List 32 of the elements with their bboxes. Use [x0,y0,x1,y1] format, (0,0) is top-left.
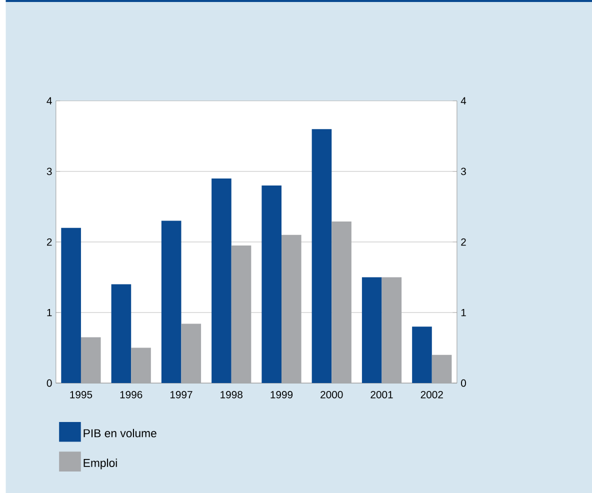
bar [181,324,202,384]
bar [131,348,151,384]
bar [111,284,132,384]
y-tick-label: 2 [46,238,52,246]
y2-tick-label: 1 [461,308,466,316]
x-tick-label: 1999 [270,390,293,398]
x-tick-label: 1995 [70,390,92,398]
y-tick-label: 1 [47,308,52,316]
legend-label: Emploi [84,458,117,470]
bar [262,185,282,384]
x-tick-label: 2000 [320,390,343,398]
bar [412,326,432,384]
bar [362,277,382,384]
x-tick-label: 2002 [420,390,443,398]
y2-tick-label: 4 [460,97,466,104]
x-tick-label: 2001 [370,390,393,398]
y2-tick-label: 3 [461,168,466,176]
x-tick-label: 1997 [170,390,192,398]
bar [432,354,452,384]
bar [61,228,81,384]
y-tick-label: 3 [46,168,52,176]
y-tick-label: 4 [46,97,52,104]
bar [312,129,332,384]
x-tick-label: 1998 [220,390,242,398]
x-tick-label: 1996 [120,390,142,398]
y2-tick-label: 0 [461,379,466,387]
y-tick-label: 0 [46,379,52,387]
bar [161,220,182,384]
legend-label: PIB en volume [84,428,156,438]
bar [212,178,232,384]
y2-tick-label: 2 [461,238,466,246]
bar [80,337,101,384]
